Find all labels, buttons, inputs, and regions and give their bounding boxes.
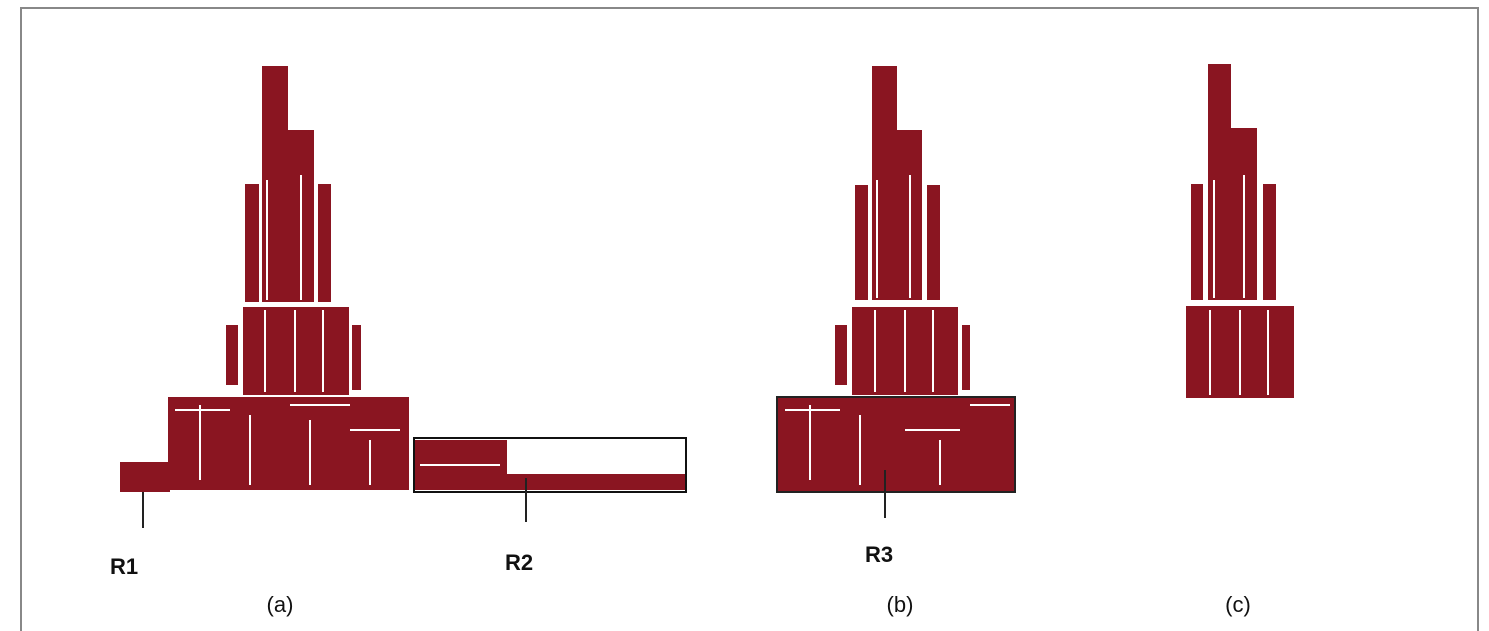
region-label: R2 <box>505 550 533 575</box>
caption: (c) <box>1225 592 1251 617</box>
region-label: R3 <box>865 542 893 567</box>
caption: (a) <box>267 592 294 617</box>
caption: (b) <box>887 592 914 617</box>
layout-b <box>777 66 1015 518</box>
layout-c <box>1186 64 1294 398</box>
figure: R1 R2 (a) R3 (b) (c) <box>0 0 1489 631</box>
layout-a <box>120 66 686 528</box>
region-label: R1 <box>110 554 138 579</box>
